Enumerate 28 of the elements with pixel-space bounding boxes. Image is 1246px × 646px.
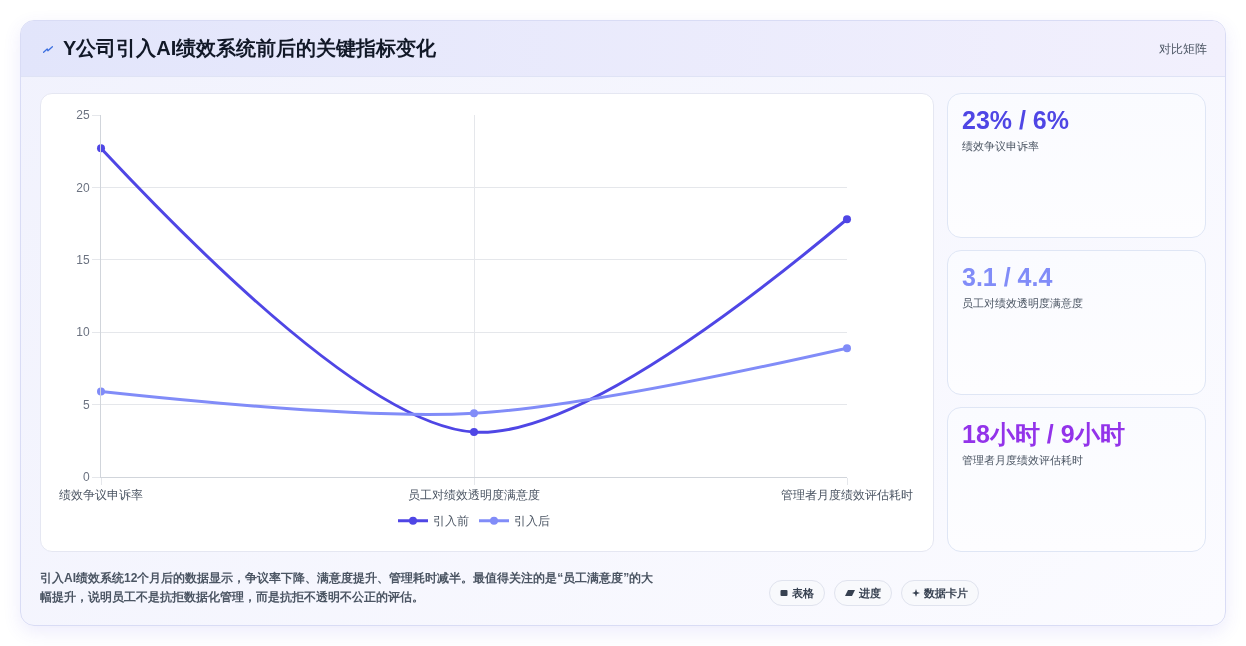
x-tick-label: 员工对绩效透明度满意度	[408, 488, 540, 503]
x-tick-label: 管理者月度绩效评估耗时	[781, 488, 913, 503]
text: 绩效争议申诉率	[962, 139, 1039, 153]
y-tick-label: 20	[76, 180, 90, 195]
y-tick-label: 10	[76, 325, 90, 340]
text: 23% / 6%	[962, 105, 1070, 135]
point	[470, 409, 478, 418]
chart-title: Y公司引入AI绩效系统前后的关键指标变化	[63, 36, 437, 61]
point	[843, 215, 851, 224]
point	[470, 428, 478, 437]
y-tick-label: 0	[82, 470, 90, 485]
text: 对比矩阵	[1159, 41, 1207, 57]
text: 3.1 / 4.4	[962, 262, 1053, 292]
y-tick-label: 5	[82, 397, 90, 412]
y-tick-label: 15	[76, 253, 90, 267]
legend-label: 引入前	[433, 514, 469, 529]
text: 18小时 / 9小时	[962, 419, 1125, 449]
legend-label: 引入后	[514, 514, 550, 529]
x-tick-label: 绩效争议申诉率	[59, 488, 143, 503]
text: 引入AI绩效系统12个月后的数据显示，争议率下降、满意度提升、管理耗时减半。最值得关注的是“员工满意度”的大幅提升，说明员工不是抗拒数据化管理，而是抗拒不透明不公正的评估。	[40, 570, 655, 606]
text: 进度	[859, 585, 881, 601]
y-tick-label: 25	[76, 108, 90, 123]
text: 数据卡片	[924, 585, 968, 601]
text: 员工对绩效透明度满意度	[962, 296, 1083, 310]
text: 表格	[792, 585, 814, 601]
point	[843, 344, 851, 353]
point	[97, 387, 105, 396]
text: 管理者月度绩效评估耗时	[962, 453, 1083, 467]
